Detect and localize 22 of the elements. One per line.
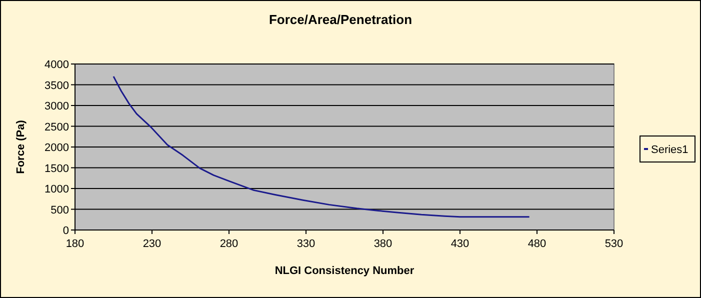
- y-tick-label: 2500: [44, 121, 69, 134]
- x-tick-label: 380: [374, 238, 392, 250]
- y-tick-label: 500: [50, 204, 69, 216]
- x-tick-label: 230: [142, 238, 162, 250]
- x-tick-label: 480: [528, 238, 546, 250]
- y-tick-label: 3000: [44, 100, 69, 112]
- chart-title: Force/Area/Penetration: [268, 12, 412, 27]
- x-tick-label: 280: [220, 238, 238, 250]
- line-series: [112, 76, 530, 218]
- y-tick-label: 2000: [44, 142, 69, 154]
- x-tick-label: 530: [604, 238, 624, 250]
- x-tick-label: 180: [66, 238, 84, 250]
- y-tick-label: 0: [62, 225, 69, 237]
- legend-label: Series1: [651, 144, 688, 156]
- y-tick-label: 3500: [44, 80, 69, 92]
- y-tick-label: 4000: [44, 59, 69, 71]
- y-tick-label: 1000: [44, 184, 69, 196]
- x-tick-label: 430: [450, 238, 470, 250]
- y-tick-label: 1500: [44, 162, 69, 175]
- y-axis-title: Force (Pa): [15, 120, 27, 174]
- x-axis-title: NLGI Consistency Number: [274, 265, 415, 277]
- x-tick-label: 330: [296, 238, 316, 250]
